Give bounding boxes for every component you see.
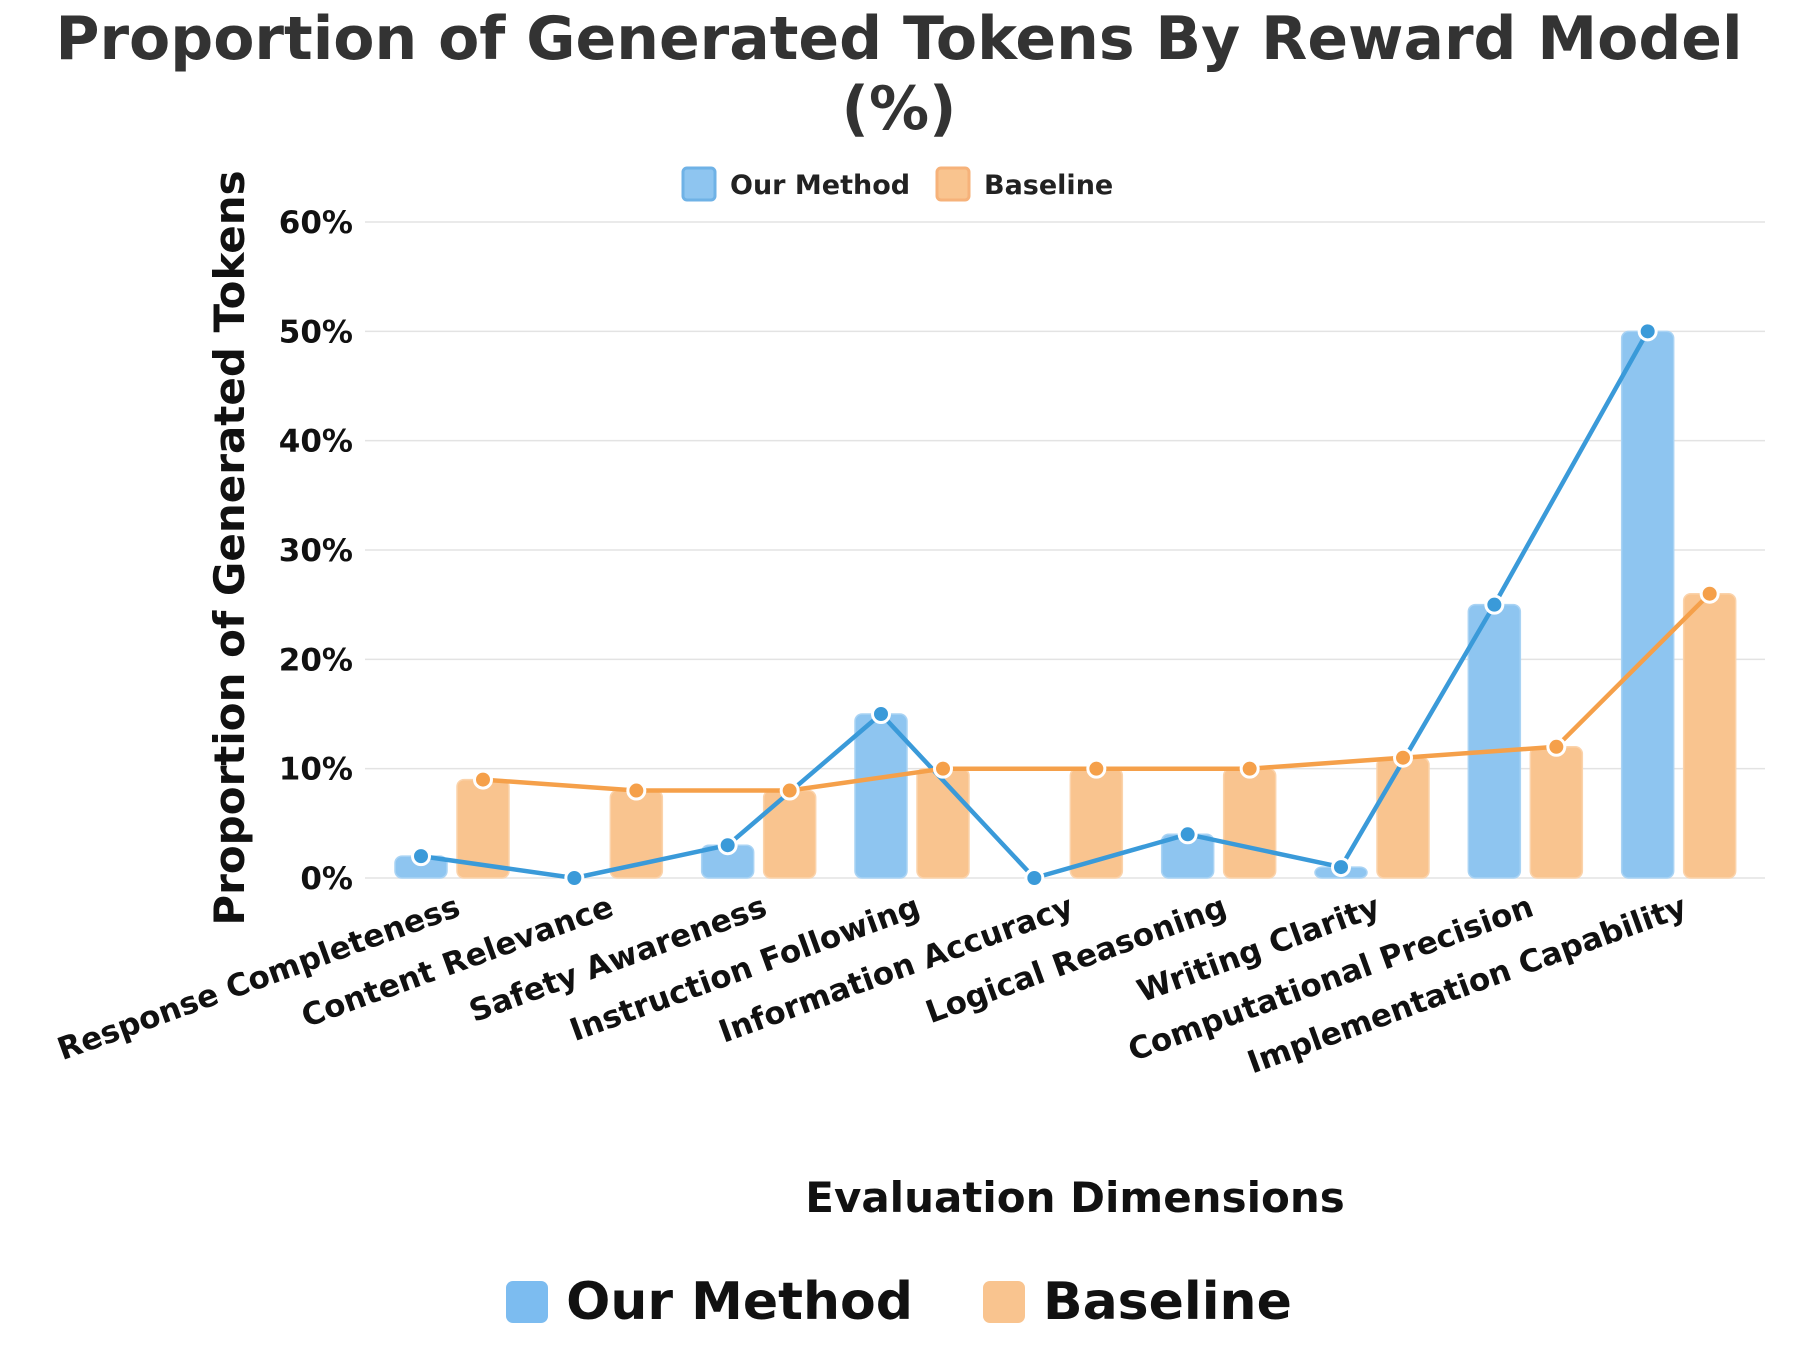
bottom-legend: Our Method Baseline	[0, 1272, 1798, 1332]
y-tick-label: 0%	[300, 861, 353, 897]
bottom-legend-item-our-method[interactable]: Our Method	[506, 1272, 913, 1332]
point-baseline-safety-awareness	[779, 780, 800, 801]
legend-swatch-baseline	[982, 1281, 1025, 1323]
grid-lines	[365, 221, 1765, 879]
legend-label-baseline: Baseline	[984, 170, 1113, 201]
x-axis-title: Evaluation Dimensions	[805, 1173, 1344, 1222]
point-our-method-safety-awareness	[717, 835, 738, 856]
bar-baseline-implementation-capability	[1682, 592, 1737, 879]
series-points	[411, 321, 1720, 888]
point-our-method-response-completeness	[411, 846, 431, 867]
point-baseline-computational-precision	[1546, 736, 1567, 757]
point-baseline-writing-clarity	[1393, 747, 1413, 768]
y-tick-label: 60%	[279, 205, 353, 241]
point-our-method-computational-precision	[1484, 594, 1505, 615]
bar-our-method-implementation-capability	[1620, 330, 1675, 879]
point-our-method-instruction-following	[871, 704, 891, 724]
bar-baseline-computational-precision	[1529, 746, 1584, 879]
point-our-method-content-relevance	[564, 868, 585, 888]
bar-baseline-safety-awareness	[762, 789, 817, 879]
line-our-method	[420, 330, 1650, 881]
bars	[394, 330, 1737, 879]
top-legend-item-baseline[interactable]: Baseline	[935, 166, 1113, 202]
point-our-method-logical-reasoning	[1177, 824, 1198, 845]
point-our-method-writing-clarity	[1331, 857, 1351, 878]
y-tick-label: 40%	[279, 424, 353, 460]
bar-our-method-computational-precision	[1467, 603, 1522, 879]
bar-baseline-writing-clarity	[1376, 756, 1430, 879]
point-baseline-content-relevance	[626, 780, 647, 801]
bar-baseline-logical-reasoning	[1222, 767, 1277, 879]
point-our-method-implementation-capability	[1637, 321, 1658, 342]
top-legend-item-our-method[interactable]: Our Method	[681, 166, 910, 202]
y-axis-ticks: 0% 10% 20% 30% 40% 50% 60%	[279, 205, 353, 897]
point-baseline-response-completeness	[473, 769, 493, 790]
point-baseline-information-accuracy	[1086, 758, 1107, 779]
point-baseline-implementation-capability	[1699, 583, 1720, 604]
point-baseline-instruction-following	[933, 758, 953, 779]
top-legend: Our Method Baseline	[681, 166, 1113, 202]
legend-swatch-baseline	[935, 166, 971, 202]
chart-title: Proportion of Generated Tokens By Reward…	[55, 4, 1743, 144]
point-our-method-information-accuracy	[1024, 868, 1045, 888]
y-tick-label: 10%	[279, 752, 353, 788]
legend-label-our-method: Our Method	[730, 170, 910, 201]
bottom-legend-item-baseline[interactable]: Baseline	[982, 1272, 1292, 1332]
legend-swatch-our-method	[681, 166, 717, 202]
bar-our-method-instruction-following	[854, 713, 908, 879]
legend-swatch-our-method	[506, 1281, 549, 1323]
y-tick-label: 20%	[279, 642, 353, 678]
bar-baseline-instruction-following	[916, 767, 970, 879]
legend-label-baseline: Baseline	[1042, 1272, 1292, 1332]
y-tick-label: 30%	[279, 533, 353, 569]
legend-label-our-method: Our Method	[566, 1272, 913, 1332]
y-axis-title: Proportion of Generated Tokens	[205, 170, 254, 925]
point-baseline-logical-reasoning	[1239, 758, 1260, 779]
y-tick-label: 50%	[279, 314, 353, 350]
